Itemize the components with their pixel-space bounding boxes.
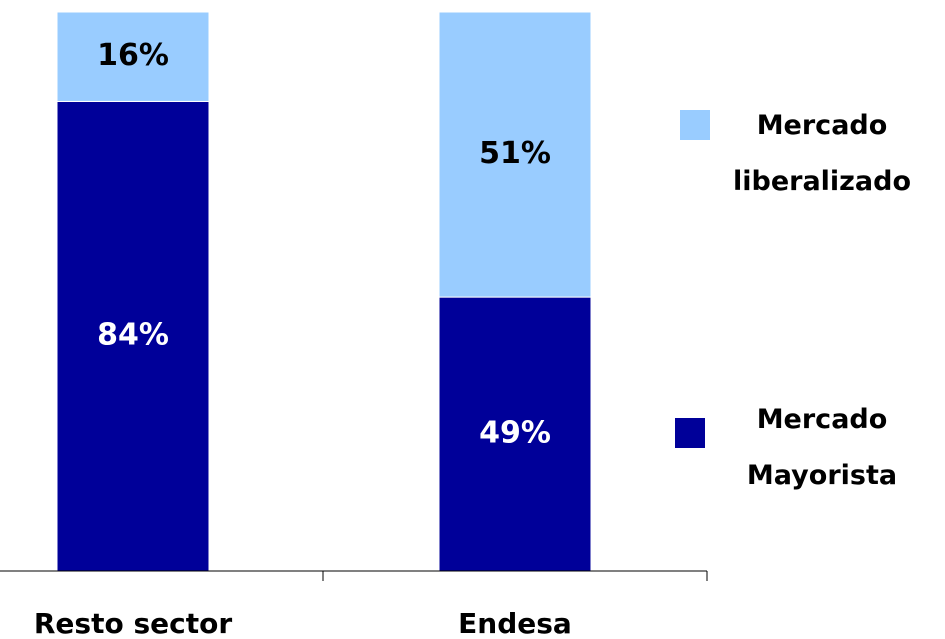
x-tick-label: Endesa xyxy=(458,607,572,639)
bar-segment xyxy=(438,11,592,298)
bar-segment xyxy=(56,11,210,102)
value-label: 84% xyxy=(97,318,169,353)
bar-segment xyxy=(56,100,210,572)
value-label: 16% xyxy=(97,38,169,73)
x-tick-label: Resto sector xyxy=(34,607,232,639)
value-label: 51% xyxy=(479,136,551,171)
legend-label: Mercado liberalizado xyxy=(732,110,911,197)
legend-label: Mercado Mayorista xyxy=(746,404,898,491)
legend-swatch xyxy=(680,110,710,140)
value-label: 49% xyxy=(479,416,551,451)
legend-swatch xyxy=(675,418,705,448)
